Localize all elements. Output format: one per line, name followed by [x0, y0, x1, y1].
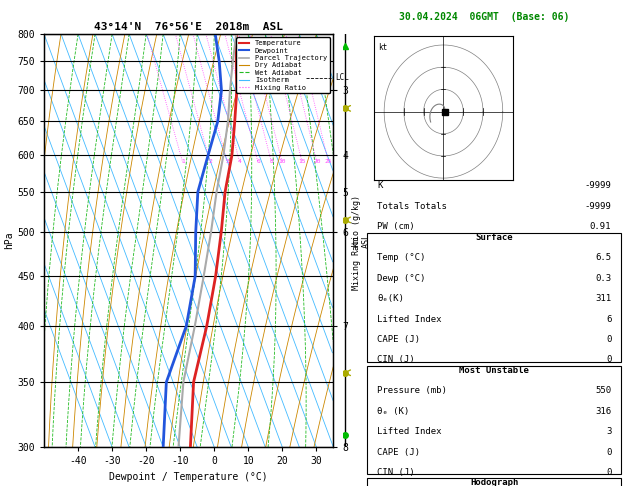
Text: Hodograph: Hodograph [470, 478, 518, 486]
Text: 25: 25 [325, 159, 332, 164]
Y-axis label: km
ASL: km ASL [351, 233, 370, 248]
Text: 1: 1 [181, 159, 184, 164]
Text: Lifted Index: Lifted Index [377, 427, 442, 436]
Text: 0: 0 [606, 468, 611, 477]
Text: LCL: LCL [335, 73, 349, 82]
Text: CIN (J): CIN (J) [377, 468, 415, 477]
Text: CAPE (J): CAPE (J) [377, 335, 420, 344]
Text: Temp (°C): Temp (°C) [377, 253, 425, 262]
Text: 3: 3 [225, 159, 229, 164]
Text: 3: 3 [606, 427, 611, 436]
Y-axis label: hPa: hPa [4, 232, 14, 249]
Text: -9999: -9999 [584, 181, 611, 191]
Text: CIN (J): CIN (J) [377, 355, 415, 364]
Text: Totals Totals: Totals Totals [377, 202, 447, 211]
Text: 550: 550 [595, 386, 611, 395]
Text: 15: 15 [298, 159, 306, 164]
Text: 6: 6 [606, 314, 611, 324]
Text: θₑ (K): θₑ (K) [377, 407, 409, 416]
Text: 0: 0 [606, 448, 611, 457]
Bar [367, 366, 621, 474]
Text: 311: 311 [595, 294, 611, 303]
Text: 6.5: 6.5 [595, 253, 611, 262]
Text: 0.91: 0.91 [590, 222, 611, 231]
Title: 43°14'N  76°56'E  2018m  ASL: 43°14'N 76°56'E 2018m ASL [94, 22, 283, 32]
Text: 0: 0 [606, 335, 611, 344]
Text: PW (cm): PW (cm) [377, 222, 415, 231]
Text: 316: 316 [595, 407, 611, 416]
Text: 10: 10 [279, 159, 286, 164]
Bar [367, 233, 621, 362]
Text: 30.04.2024  06GMT  (Base: 06): 30.04.2024 06GMT (Base: 06) [399, 12, 569, 22]
Text: 0: 0 [606, 355, 611, 364]
Legend: Temperature, Dewpoint, Parcel Trajectory, Dry Adiabat, Wet Adiabat, Isotherm, Mi: Temperature, Dewpoint, Parcel Trajectory… [236, 37, 330, 93]
Text: 2: 2 [208, 159, 212, 164]
Text: θₑ(K): θₑ(K) [377, 294, 404, 303]
Text: 0.3: 0.3 [595, 274, 611, 282]
Text: Lifted Index: Lifted Index [377, 314, 442, 324]
Bar [367, 478, 621, 486]
Text: Surface: Surface [476, 233, 513, 242]
Text: 20: 20 [313, 159, 321, 164]
Text: -9999: -9999 [584, 202, 611, 211]
Text: K: K [377, 181, 382, 191]
Text: Dewp (°C): Dewp (°C) [377, 274, 425, 282]
Text: Pressure (mb): Pressure (mb) [377, 386, 447, 395]
Text: Most Unstable: Most Unstable [459, 366, 529, 375]
Text: 8: 8 [270, 159, 274, 164]
Text: kt: kt [378, 43, 387, 52]
Text: Mixing Ratio (g/kg): Mixing Ratio (g/kg) [352, 195, 361, 291]
Text: 4: 4 [238, 159, 242, 164]
Text: 6: 6 [256, 159, 260, 164]
Text: CAPE (J): CAPE (J) [377, 448, 420, 457]
X-axis label: Dewpoint / Temperature (°C): Dewpoint / Temperature (°C) [109, 472, 268, 482]
